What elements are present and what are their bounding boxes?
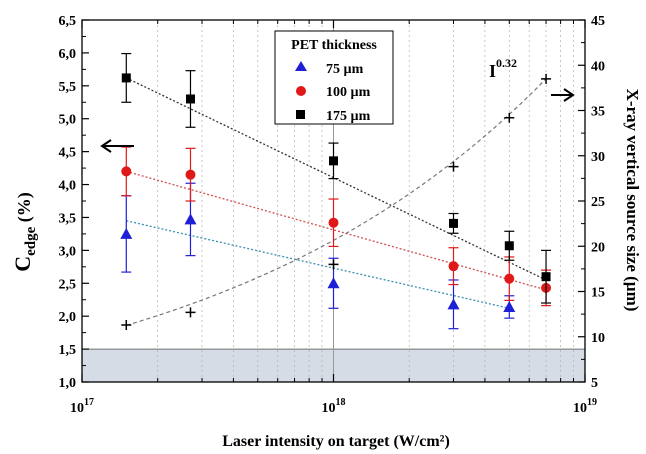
legend-marker-triangle bbox=[295, 61, 307, 71]
y-axis-right-title: X-ray vertical source size (µm) bbox=[623, 89, 642, 312]
data-point-square bbox=[504, 241, 514, 251]
x-tick-base: 10 bbox=[322, 401, 336, 416]
data-point-plus bbox=[328, 259, 339, 270]
y-left-title-sub: edge bbox=[23, 226, 39, 256]
data-point-circle bbox=[185, 169, 196, 180]
y-left-tick-label: 3,0 bbox=[59, 244, 77, 259]
y-left-tick-label: 5,0 bbox=[59, 113, 77, 128]
y-right-tick-label: 20 bbox=[591, 240, 605, 255]
data-point-triangle bbox=[184, 213, 197, 225]
data-point-triangle bbox=[447, 298, 460, 310]
data-point-plus bbox=[504, 112, 515, 123]
x-tick-label: 1017 bbox=[70, 397, 94, 416]
x-tick-label: 1019 bbox=[573, 397, 597, 416]
y-left-tick-label: 6,5 bbox=[59, 14, 77, 29]
data-point-circle bbox=[504, 273, 515, 284]
y-left-title-main: C bbox=[10, 256, 35, 272]
x-tick-exponent: 17 bbox=[84, 397, 94, 408]
y-left-tick-label: 4,0 bbox=[59, 179, 77, 194]
x-tick-base: 10 bbox=[70, 401, 84, 416]
data-point-circle bbox=[448, 261, 459, 272]
y-right-tick-label: 40 bbox=[591, 59, 605, 74]
power-law-base: I bbox=[489, 61, 496, 81]
x-tick-exponent: 18 bbox=[336, 397, 346, 408]
y-left-title-unit: (%) bbox=[14, 192, 35, 227]
legend-entry-100: 100 µm bbox=[326, 85, 371, 100]
legend-entry-75: 75 µm bbox=[326, 62, 364, 77]
y-left-tick-label: 1,0 bbox=[59, 376, 77, 391]
data-points bbox=[120, 52, 552, 330]
legend: PET thickness 75 µm 100 µm 175 µm bbox=[274, 30, 394, 125]
data-point-square bbox=[448, 218, 458, 228]
data-point-square bbox=[121, 73, 131, 83]
data-point-plus bbox=[541, 73, 552, 84]
data-point-circle bbox=[328, 217, 339, 228]
y-right-tick-label: 5 bbox=[591, 376, 598, 391]
y-right-tick-label: 30 bbox=[591, 150, 605, 165]
data-point-square bbox=[185, 94, 195, 104]
x-axis-title: Laser intensity on target (W/cm²) bbox=[222, 433, 450, 450]
legend-marker-circle bbox=[296, 86, 306, 96]
power-law-exponent: 0.32 bbox=[496, 56, 517, 70]
data-point-triangle bbox=[503, 300, 516, 312]
legend-entry-175: 175 µm bbox=[326, 109, 371, 124]
data-point-triangle bbox=[327, 277, 340, 289]
legend-title: PET thickness bbox=[291, 38, 377, 53]
data-point-triangle bbox=[120, 227, 133, 239]
y-right-tick-label: 25 bbox=[591, 195, 605, 210]
power-law-fit-curve bbox=[126, 78, 547, 326]
y-right-tick-label: 10 bbox=[591, 331, 605, 346]
y-right-tick-label: 15 bbox=[591, 286, 605, 301]
x-tick-label: 1018 bbox=[322, 397, 346, 416]
y-left-tick-label: 3,5 bbox=[59, 211, 77, 226]
right-arrow bbox=[551, 88, 575, 102]
x-tick-exponent: 19 bbox=[587, 397, 597, 408]
y-axis-left-title: Cedge (%) bbox=[10, 192, 39, 272]
data-point-plus bbox=[121, 319, 132, 330]
y-left-tick-label: 6,0 bbox=[59, 47, 77, 62]
legend-marker-square bbox=[296, 110, 305, 119]
data-point-square bbox=[541, 272, 551, 282]
data-point-circle bbox=[121, 166, 132, 177]
power-law-label: I0.32 bbox=[489, 56, 517, 81]
y-left-tick-label: 2,5 bbox=[59, 277, 77, 292]
legend-box bbox=[274, 30, 394, 125]
data-point-plus bbox=[185, 307, 196, 318]
y-left-tick-label: 2,0 bbox=[59, 310, 77, 325]
y-left-tick-label: 1,5 bbox=[59, 343, 77, 358]
fit-line bbox=[126, 170, 547, 291]
y-left-tick-label: 5,5 bbox=[59, 80, 77, 95]
axis-ticks bbox=[81, 19, 586, 383]
y-right-tick-label: 45 bbox=[591, 14, 605, 29]
y-left-tick-label: 4,5 bbox=[59, 146, 77, 161]
left-arrow bbox=[100, 139, 134, 153]
y-right-tick-label: 35 bbox=[591, 105, 605, 120]
data-point-plus bbox=[448, 161, 459, 172]
x-tick-base: 10 bbox=[573, 401, 587, 416]
tick-labels: 1017 1018 10191,01,52,02,53,03,54,04,55,05… bbox=[59, 14, 606, 416]
data-point-square bbox=[329, 156, 338, 166]
